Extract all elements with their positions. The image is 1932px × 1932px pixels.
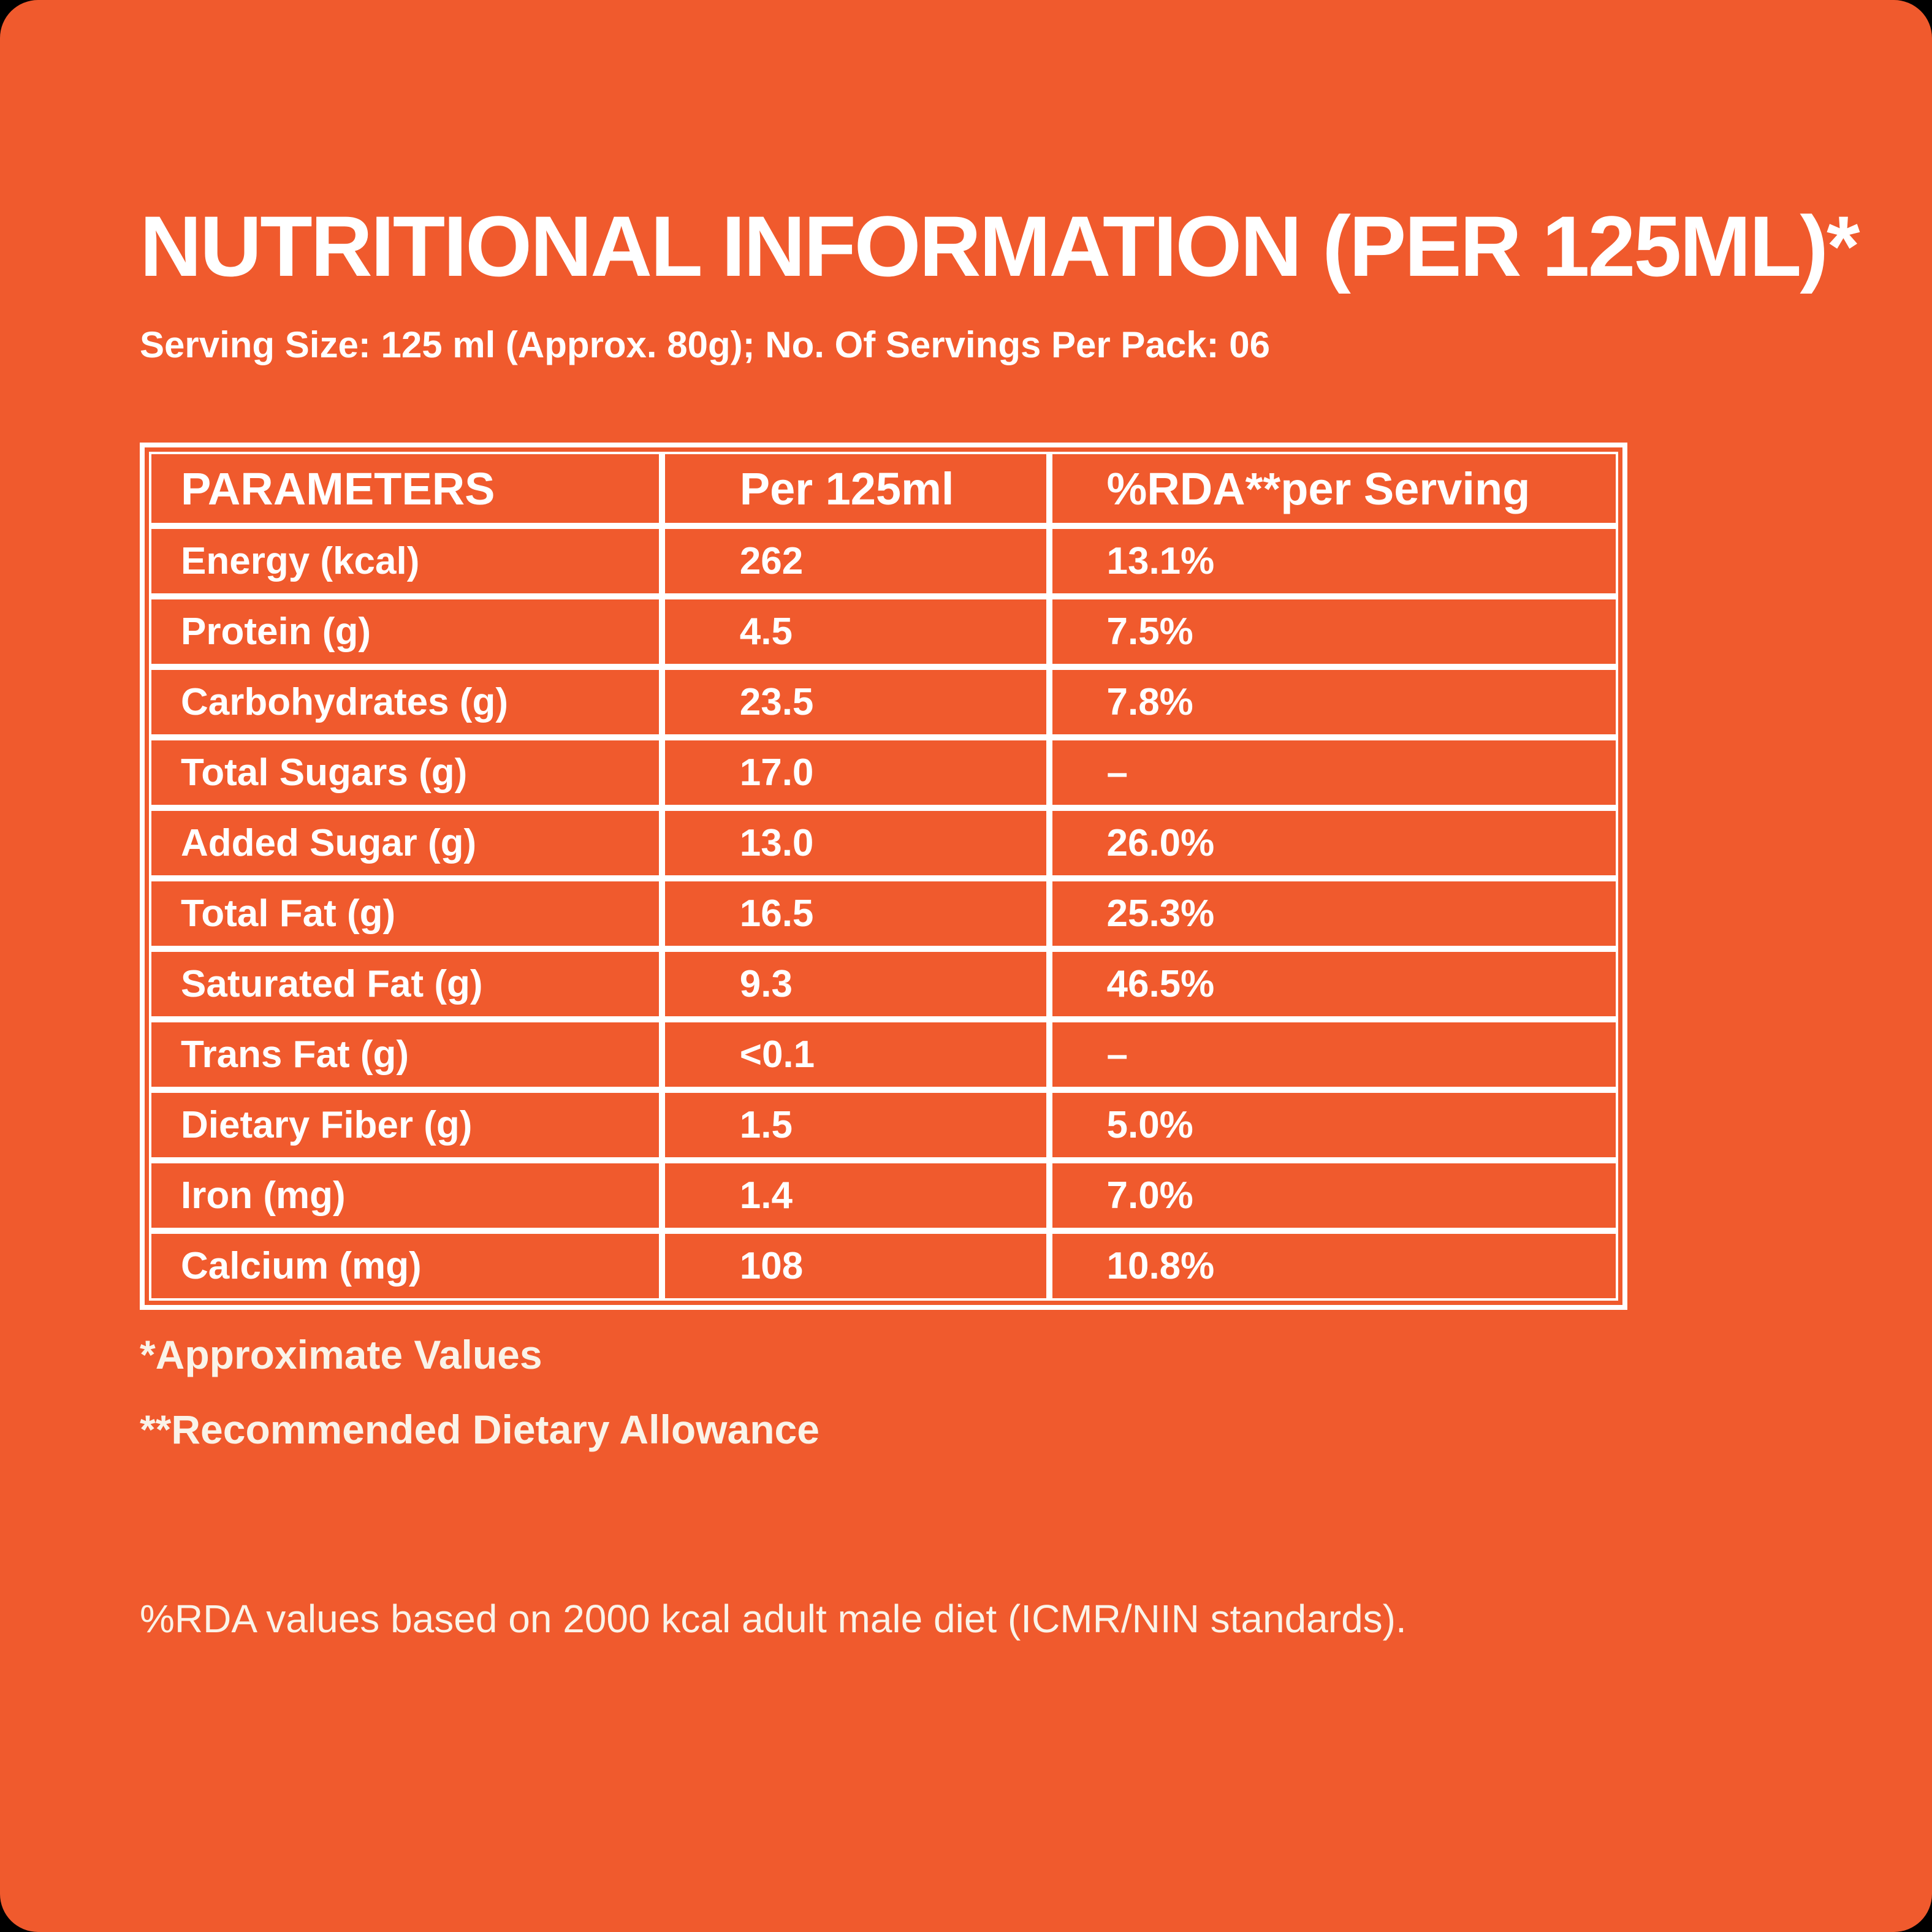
table-row-rda-per-serving-cell: 7.0%: [1052, 1163, 1616, 1228]
table-row-rda-per-serving-cell: 26.0%: [1052, 811, 1616, 875]
footnote-recommended-dietary-allowance: **Recommended Dietary Allowance: [140, 1407, 820, 1452]
nutrition-table-grid: PARAMETERS Per 125ml %RDA**per Serving E…: [149, 452, 1618, 1301]
table-row-per-125ml-cell: 1.5: [664, 1093, 1047, 1157]
table-row-parameter-cell: Total Fat (g): [151, 881, 659, 946]
footnote-approximate-values: *Approximate Values: [140, 1332, 542, 1377]
table-row-parameter-cell: Dietary Fiber (g): [151, 1093, 659, 1157]
table-row-parameter-cell: Iron (mg): [151, 1163, 659, 1228]
column-header-per-125ml: Per 125ml: [664, 454, 1047, 523]
table-row-rda-per-serving-cell: 46.5%: [1052, 952, 1616, 1016]
table-row-parameter-cell: Trans Fat (g): [151, 1022, 659, 1087]
table-row-per-125ml-cell: 262: [664, 529, 1047, 593]
column-header-rda-per-serving: %RDA**per Serving: [1052, 454, 1616, 523]
table-row-parameter-cell: Energy (kcal): [151, 529, 659, 593]
table-row-rda-per-serving-cell: 13.1%: [1052, 529, 1616, 593]
table-row-per-125ml-cell: 108: [664, 1234, 1047, 1298]
table-row-parameter-cell: Added Sugar (g): [151, 811, 659, 875]
table-row-rda-per-serving-cell: 25.3%: [1052, 881, 1616, 946]
table-row-parameter-cell: Calcium (mg): [151, 1234, 659, 1298]
table-row-rda-per-serving-cell: 10.8%: [1052, 1234, 1616, 1298]
table-row-rda-per-serving-cell: –: [1052, 1022, 1616, 1087]
table-row-per-125ml-cell: 9.3: [664, 952, 1047, 1016]
table-row-rda-per-serving-cell: –: [1052, 740, 1616, 805]
rda-basis-note: %RDA values based on 2000 kcal adult mal…: [140, 1597, 1407, 1641]
table-row-parameter-cell: Total Sugars (g): [151, 740, 659, 805]
serving-size-line: Serving Size: 125 ml (Approx. 80g); No. …: [140, 324, 1270, 365]
table-row-per-125ml-cell: <0.1: [664, 1022, 1047, 1087]
page-title: NUTRITIONAL INFORMATION (PER 125ML)*: [140, 198, 1860, 294]
table-row-rda-per-serving-cell: 7.5%: [1052, 599, 1616, 664]
table-row-per-125ml-cell: 13.0: [664, 811, 1047, 875]
table-row-parameter-cell: Carbohydrates (g): [151, 670, 659, 734]
table-row-per-125ml-cell: 1.4: [664, 1163, 1047, 1228]
table-row-rda-per-serving-cell: 5.0%: [1052, 1093, 1616, 1157]
table-row-per-125ml-cell: 17.0: [664, 740, 1047, 805]
column-header-parameters: PARAMETERS: [151, 454, 659, 523]
table-row-parameter-cell: Saturated Fat (g): [151, 952, 659, 1016]
table-row-per-125ml-cell: 4.5: [664, 599, 1047, 664]
table-row-rda-per-serving-cell: 7.8%: [1052, 670, 1616, 734]
table-row-per-125ml-cell: 16.5: [664, 881, 1047, 946]
nutrition-table: PARAMETERS Per 125ml %RDA**per Serving E…: [140, 443, 1627, 1310]
table-row-parameter-cell: Protein (g): [151, 599, 659, 664]
table-row-per-125ml-cell: 23.5: [664, 670, 1047, 734]
